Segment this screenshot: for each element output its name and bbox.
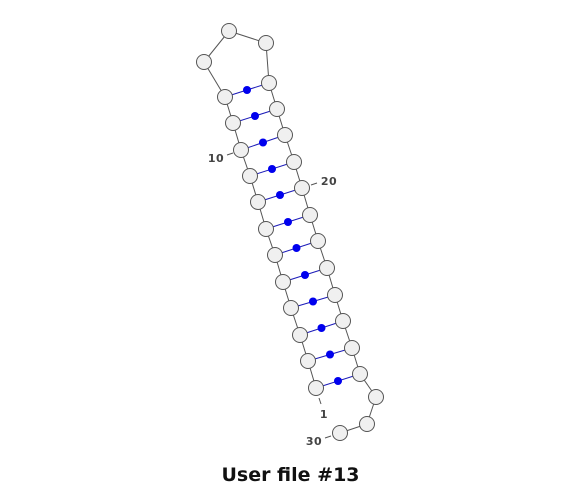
nucleotide-28 <box>368 389 384 405</box>
nucleotide-20 <box>294 180 310 196</box>
nucleotide-1 <box>308 380 324 396</box>
nucleotide-23 <box>319 260 335 276</box>
nucleotide-9 <box>242 168 258 184</box>
nucleotide-21 <box>302 207 318 223</box>
position-label-20: 20 <box>321 175 337 188</box>
nucleotide-7 <box>258 221 274 237</box>
nucleotide-8 <box>250 194 266 210</box>
position-tick <box>310 182 318 186</box>
base-pair-dot <box>317 324 326 332</box>
base-pair-dot <box>268 165 276 173</box>
position-tick <box>226 152 234 156</box>
nucleotide-11 <box>225 115 241 131</box>
nucleotide-17 <box>269 101 285 117</box>
nucleotide-24 <box>327 287 343 303</box>
nucleotide-10 <box>233 142 249 158</box>
position-label-10: 10 <box>208 152 224 165</box>
position-label-30: 30 <box>306 435 322 448</box>
diagram-caption: User file #13 <box>221 464 360 486</box>
base-pair-dot <box>292 244 301 252</box>
nucleotide-12 <box>217 89 233 105</box>
nucleotide-3 <box>292 327 308 343</box>
nucleotide-27 <box>352 366 368 382</box>
base-pairs <box>224 82 361 389</box>
base-pair-dot <box>243 86 251 94</box>
base-pair-dot <box>276 191 284 199</box>
base-pair-dot <box>301 271 309 279</box>
nucleotide-16 <box>261 75 277 91</box>
base-pair-dot <box>284 218 292 226</box>
nucleotide-29 <box>359 416 375 432</box>
nucleotide-5 <box>275 274 291 290</box>
nucleotide-19 <box>286 154 302 170</box>
base-pair-dot <box>334 377 342 385</box>
nucleotide-6 <box>267 247 283 263</box>
nucleotide-2 <box>300 353 316 369</box>
position-tick <box>324 435 332 439</box>
base-pair-dot <box>309 297 317 306</box>
nucleotide-26 <box>344 340 360 356</box>
nucleotide-13 <box>196 54 212 70</box>
nucleotide-14 <box>221 23 237 39</box>
base-pair-dot <box>326 350 334 359</box>
nucleotide-30 <box>332 425 348 441</box>
base-pair-dot <box>259 138 267 147</box>
nucleotide-22 <box>310 233 326 249</box>
position-label-1: 1 <box>320 408 328 421</box>
nucleotides <box>196 23 384 441</box>
nucleotide-25 <box>335 313 351 329</box>
nucleotide-15 <box>258 35 274 51</box>
nucleotide-18 <box>277 127 293 143</box>
base-pair-dot <box>251 112 259 120</box>
position-tick <box>318 397 322 405</box>
position-labels: 1 10 20 30 <box>208 152 337 448</box>
nucleotide-4 <box>283 300 299 316</box>
